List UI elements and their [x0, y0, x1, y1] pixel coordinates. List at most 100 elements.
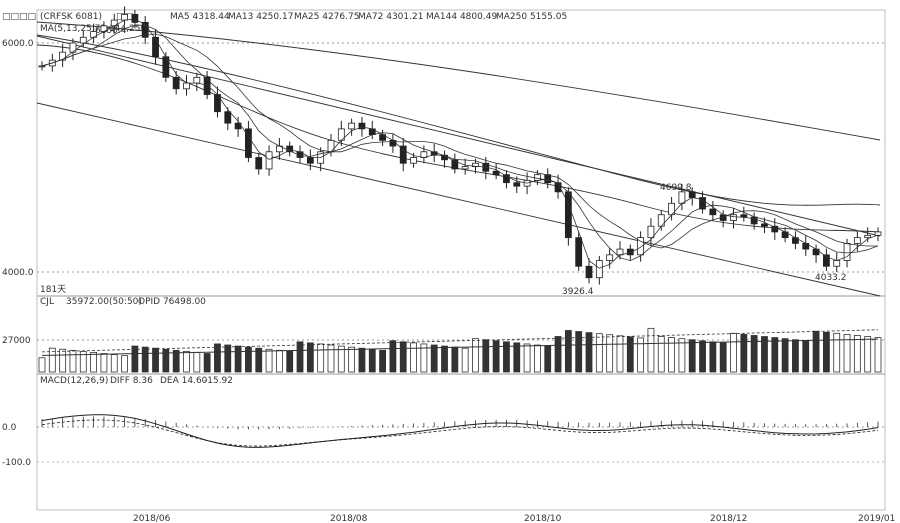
- candle-body: [503, 174, 510, 184]
- volume-bar: [626, 336, 634, 373]
- volume-bar: [699, 340, 706, 373]
- volume-bar: [121, 355, 128, 373]
- volume-bar: [585, 332, 593, 373]
- volume-bar: [234, 345, 242, 373]
- volume-bar: [688, 339, 696, 373]
- candle-body: [255, 157, 263, 170]
- candle-body: [761, 223, 768, 227]
- candle-body: [688, 191, 696, 198]
- candle-body: [740, 214, 748, 218]
- ma25-value: MA25 4276.75: [294, 12, 359, 22]
- macd-diff-line: [41, 414, 879, 448]
- volume-bar: [275, 349, 283, 373]
- volume-bar: [534, 344, 541, 373]
- volume-bar: [214, 343, 221, 373]
- candle-body: [647, 225, 655, 239]
- channel-lower: [36, 102, 881, 297]
- volume-bar: [337, 345, 345, 373]
- volume-bar: [430, 344, 438, 373]
- volume-bar: [575, 331, 583, 373]
- volume-value: 35972.00(50:50): [66, 297, 142, 307]
- volume-bar: [286, 351, 294, 373]
- volume-bar: [678, 338, 686, 373]
- volume-bar: [451, 346, 459, 373]
- candle-body: [606, 254, 614, 261]
- volume-bar: [224, 344, 232, 373]
- candle-body: [172, 76, 180, 90]
- volume-bar: [792, 339, 799, 373]
- candle-body: [554, 182, 562, 193]
- volume-bar: [771, 337, 779, 373]
- candle-body: [575, 237, 583, 267]
- marker-low1: 3926.4: [562, 287, 594, 297]
- volume-bar: [802, 340, 810, 373]
- volume-bar: [317, 343, 325, 373]
- marker-low2: 4033.2: [815, 273, 847, 283]
- candle-body: [286, 145, 294, 153]
- volume-bar: [183, 350, 190, 373]
- volume-bar: [668, 337, 675, 373]
- x-tick-4: 2018/12: [710, 514, 747, 523]
- volume-bar: [69, 349, 77, 373]
- candle-body: [38, 65, 46, 68]
- volume-bar: [255, 347, 263, 373]
- volume-bar: [327, 344, 335, 373]
- candle-body: [245, 128, 252, 158]
- volume-bar: [595, 333, 603, 373]
- volume-bar: [100, 353, 108, 373]
- candle-body: [348, 122, 356, 130]
- volume-bar: [616, 335, 624, 373]
- volume-bar: [843, 334, 851, 373]
- candle-body: [699, 197, 706, 210]
- candle-body: [822, 254, 830, 267]
- candle-body: [152, 36, 159, 58]
- candle-body: [224, 111, 232, 124]
- volume-bar: [492, 340, 500, 373]
- macd-tick-low: -100.0: [2, 458, 31, 468]
- short-ma-10: [41, 33, 878, 249]
- candle-body: [141, 21, 149, 38]
- volume-bar: [245, 346, 252, 373]
- volume-bars: [38, 327, 882, 373]
- candle-body: [513, 182, 521, 187]
- symbol-label: □□□□: [2, 12, 36, 22]
- volume-bar: [647, 327, 655, 373]
- price-tick-bottom: 4000.0: [2, 268, 34, 278]
- candle-body: [564, 191, 572, 239]
- volume-bar: [730, 332, 737, 373]
- macd-value: -15.92: [204, 376, 233, 386]
- volume-bar: [172, 349, 180, 373]
- volume-bar: [90, 352, 98, 373]
- volume-bar: [833, 332, 841, 373]
- volume-ma-line: [41, 338, 879, 356]
- volume-bar: [306, 342, 314, 373]
- volume-bar: [822, 331, 830, 373]
- ma144-value: MA144 4800.49: [426, 12, 497, 22]
- volume-bar: [544, 345, 552, 373]
- ma72-value: MA72 4301.21: [358, 12, 423, 22]
- volume-bar: [358, 347, 366, 373]
- candle-body: [812, 248, 820, 256]
- candle-body: [69, 42, 77, 53]
- candle-body: [410, 157, 417, 164]
- candle-body: [864, 234, 872, 239]
- candle-body: [616, 248, 624, 256]
- volume-bar: [152, 347, 159, 373]
- period-count-label: 181天: [40, 285, 66, 295]
- x-tick-5: 2019/01: [858, 514, 895, 523]
- volume-bar: [399, 341, 407, 373]
- candle-body: [626, 248, 634, 256]
- candle-body: [585, 265, 593, 279]
- volume-bar: [389, 340, 397, 373]
- candle-body: [121, 13, 128, 21]
- candle-body: [461, 166, 469, 170]
- channel-upper: [36, 35, 881, 237]
- volume-bar: [761, 336, 768, 373]
- candle-body: [59, 51, 67, 61]
- macd-tick-zero: 0.0: [2, 423, 17, 433]
- volume-bar: [812, 330, 820, 373]
- volume-ma-line-2: [41, 329, 879, 353]
- volume-bar: [203, 353, 211, 373]
